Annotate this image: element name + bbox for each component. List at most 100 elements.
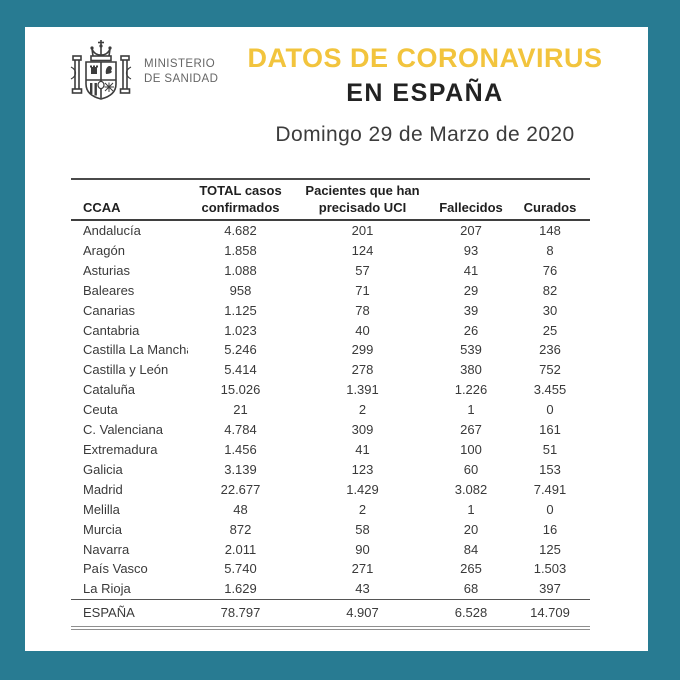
ccaa-cell: Madrid <box>83 481 123 497</box>
table-row: Andalucía 4.682 201 207 148 <box>71 220 590 241</box>
value-cell: 48 <box>233 501 248 517</box>
value-cell: 148 <box>539 223 561 238</box>
value-cell: 267 <box>460 422 482 438</box>
page-title: DATOS DE CORONAVIRUS <box>247 43 603 73</box>
value-cell: 26 <box>463 322 479 338</box>
table-row: Navarra 2.011 90 84 125 <box>71 540 590 560</box>
value-cell: 20 <box>463 521 479 537</box>
value-cell: 82 <box>542 282 558 298</box>
value-cell: 309 <box>351 422 374 438</box>
value-cell: 78.797 <box>188 599 293 631</box>
ccaa-cell: Castilla y León <box>83 362 169 378</box>
value-cell: 265 <box>460 561 482 577</box>
column-header: Curados <box>510 179 590 221</box>
table-row: Castilla La Mancha 5.246 299 539 236 <box>71 340 590 360</box>
value-cell: 41 <box>355 441 370 457</box>
value-cell: 39 <box>463 302 479 318</box>
value-cell: 1.125 <box>224 302 257 318</box>
value-cell: 1.429 <box>346 481 379 497</box>
value-cell: 90 <box>355 541 370 557</box>
ministry-name: MINISTERIO DE SANIDAD <box>144 57 218 87</box>
value-cell: 201 <box>351 223 374 238</box>
table-row: Galicia 3.139 123 60 153 <box>71 460 590 480</box>
value-cell: 57 <box>355 262 370 278</box>
value-cell: 271 <box>351 561 374 577</box>
value-cell: 78 <box>355 302 370 318</box>
value-cell: 14.709 <box>510 599 590 631</box>
value-cell: 161 <box>539 422 561 438</box>
value-cell: 2.011 <box>224 541 257 557</box>
covid-data-table: CCAA TOTAL casos confirmados Pacientes que … <box>71 178 590 631</box>
ccaa-cell: Navarra <box>83 541 130 557</box>
value-cell: 6.528 <box>432 599 510 631</box>
value-cell: 1.226 <box>454 382 488 398</box>
value-cell: 1.023 <box>224 322 257 338</box>
table-row: Extremadura 1.456 41 100 51 <box>71 440 590 460</box>
value-cell: 0 <box>546 402 554 418</box>
value-cell: 84 <box>463 541 479 557</box>
column-header: Fallecidos <box>432 179 510 221</box>
table-row: Asturias 1.088 57 41 76 <box>71 261 590 281</box>
value-cell: 41 <box>463 262 479 278</box>
column-header: TOTAL casos confirmados <box>188 179 293 221</box>
ccaa-cell: Baleares <box>83 282 135 298</box>
value-cell: 872 <box>229 521 252 537</box>
ccaa-cell: Ceuta <box>83 402 118 418</box>
date-heading: Domingo 29 de Marzo de 2020 <box>275 123 575 146</box>
value-cell: 4.784 <box>224 422 257 438</box>
value-cell: 16 <box>542 521 558 537</box>
total-row: ESPAÑA 78.797 4.907 6.528 14.709 <box>71 599 590 631</box>
value-cell: 1.858 <box>224 242 257 258</box>
value-cell: 2 <box>358 501 367 517</box>
value-cell: 125 <box>539 541 561 557</box>
table-row: Aragón 1.858 124 93 8 <box>71 241 590 261</box>
ccaa-cell: País Vasco <box>83 561 148 577</box>
value-cell: 380 <box>460 362 482 378</box>
value-cell: 30 <box>542 302 558 318</box>
value-cell: 1.503 <box>533 561 567 577</box>
page-subtitle: EN ESPAÑA <box>346 79 504 107</box>
value-cell: 76 <box>542 262 558 278</box>
value-cell: 958 <box>229 282 252 298</box>
ccaa-cell: Canarias <box>83 302 136 318</box>
value-cell: 5.740 <box>224 561 257 577</box>
table-row: Baleares 958 71 29 82 <box>71 281 590 301</box>
value-cell: 4.682 <box>224 223 257 238</box>
value-cell: 752 <box>539 362 561 378</box>
value-cell: 68 <box>463 581 479 597</box>
ministry-name-line1: MINISTERIO <box>144 58 216 70</box>
ccaa-cell: Cantabria <box>83 322 140 338</box>
value-cell: 207 <box>460 223 482 238</box>
value-cell: 1 <box>467 501 475 517</box>
ccaa-cell: La Rioja <box>83 581 131 597</box>
value-cell: 278 <box>351 362 374 378</box>
ministry-logo: MINISTERIO DE SANIDAD <box>67 39 218 105</box>
ccaa-cell: Melilla <box>83 501 120 517</box>
value-cell: 5.246 <box>224 342 257 358</box>
ccaa-cell: Andalucía <box>83 223 141 238</box>
table-body: Andalucía 4.682 201 207 148 Aragón 1.858 124 93 8… <box>71 220 590 600</box>
value-cell: 29 <box>463 282 479 298</box>
column-header: Pacientes que han precisado UCI <box>293 179 432 221</box>
spanish-coat-of-arms-icon <box>70 40 132 100</box>
ccaa-cell: Extremadura <box>83 441 158 457</box>
ministry-name-line2: DE SANIDAD <box>144 73 219 85</box>
value-cell: 397 <box>539 581 561 597</box>
value-cell: 123 <box>351 461 374 477</box>
value-cell: 3.455 <box>533 382 567 398</box>
table-row: Melilla 48 2 1 0 <box>71 500 590 520</box>
value-cell: 93 <box>463 242 479 258</box>
table-row: C. Valenciana 4.784 309 267 161 <box>71 420 590 440</box>
table-row: País Vasco 5.740 271 265 1.503 <box>71 559 590 579</box>
value-cell: 8 <box>546 242 554 258</box>
value-cell: 153 <box>539 461 561 477</box>
data-table-container: CCAA TOTAL casos confirmados Pacientes que … <box>71 178 590 631</box>
value-cell: 539 <box>460 342 482 358</box>
value-cell: 60 <box>463 461 479 477</box>
value-cell: 1.088 <box>224 262 257 278</box>
ccaa-cell: Asturias <box>83 262 130 278</box>
ccaa-cell: ESPAÑA <box>71 599 188 631</box>
column-header: CCAA <box>71 179 188 221</box>
table-row: Madrid 22.677 1.429 3.082 7.491 <box>71 480 590 500</box>
value-cell: 51 <box>542 441 558 457</box>
